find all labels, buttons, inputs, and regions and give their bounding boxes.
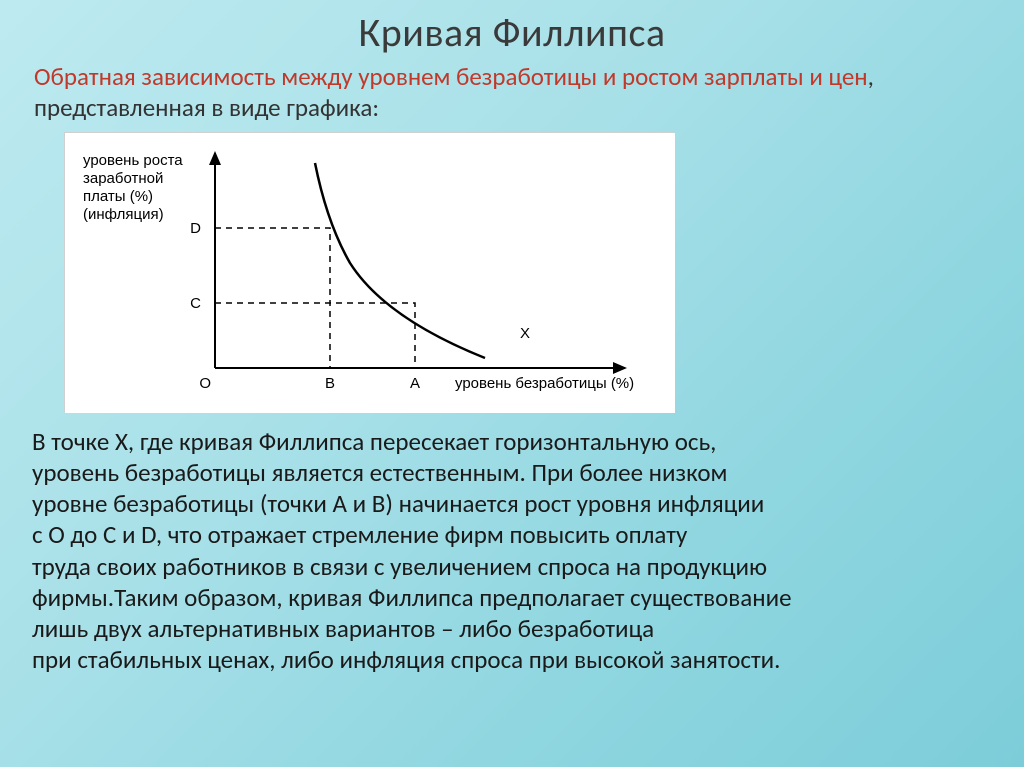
body-paragraph: В точке X, где кривая Филлипса пересекае… — [28, 426, 996, 676]
svg-text:C: C — [190, 295, 201, 312]
body-line: уровень безработицы является естественны… — [32, 457, 996, 488]
svg-text:уровень безработицы (%): уровень безработицы (%) — [455, 375, 634, 392]
body-line: В точке X, где кривая Филлипса пересекае… — [32, 426, 996, 457]
svg-text:X: X — [520, 325, 530, 342]
svg-text:A: A — [410, 375, 420, 392]
svg-text:уровень роста: уровень роста — [83, 152, 183, 169]
slide-title: Кривая Филлипса — [28, 8, 996, 57]
body-line: уровне безработицы (точки A и B) начинае… — [32, 488, 996, 519]
slide-subtitle: Обратная зависимость между уровнем безра… — [28, 61, 996, 124]
subtitle-highlight: Обратная зависимость между уровнем безра… — [34, 61, 868, 92]
svg-text:B: B — [325, 375, 335, 392]
svg-text:O: O — [199, 375, 211, 392]
svg-text:платы (%): платы (%) — [83, 188, 153, 205]
body-line: фирмы.Таким образом, кривая Филлипса пре… — [32, 582, 996, 613]
svg-text:(инфляция): (инфляция) — [83, 206, 164, 223]
body-line: лишь двух альтернативных вариантов – либ… — [32, 613, 996, 644]
svg-text:заработной: заработной — [83, 170, 163, 187]
phillips-curve-chart: O B A D C Xуровень безработицы (%) уровень рос… — [64, 132, 674, 412]
body-line: при стабильных ценах, либо инфляция спро… — [32, 644, 996, 675]
body-line: с O до C и D, что отражает стремление фи… — [32, 519, 996, 550]
body-line: труда своих работников в связи с увеличе… — [32, 551, 996, 582]
chart-svg: O B A D C Xуровень безработицы (%) уровень рос… — [65, 133, 675, 413]
svg-text:D: D — [190, 220, 201, 237]
